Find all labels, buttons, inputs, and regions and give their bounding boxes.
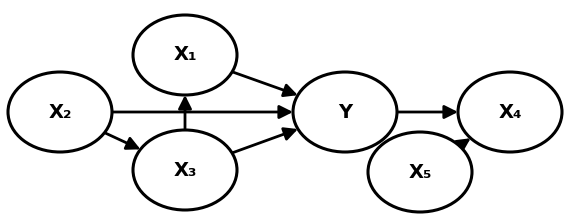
Ellipse shape — [293, 72, 397, 152]
Text: X₅: X₅ — [408, 162, 432, 181]
Ellipse shape — [133, 130, 237, 210]
Text: Y: Y — [338, 103, 352, 121]
Ellipse shape — [133, 15, 237, 95]
Ellipse shape — [458, 72, 562, 152]
Ellipse shape — [8, 72, 112, 152]
Text: X₄: X₄ — [498, 103, 522, 121]
Ellipse shape — [368, 132, 472, 212]
Text: X₂: X₂ — [48, 103, 72, 121]
Text: X₁: X₁ — [173, 45, 197, 65]
Text: X₃: X₃ — [173, 161, 197, 179]
